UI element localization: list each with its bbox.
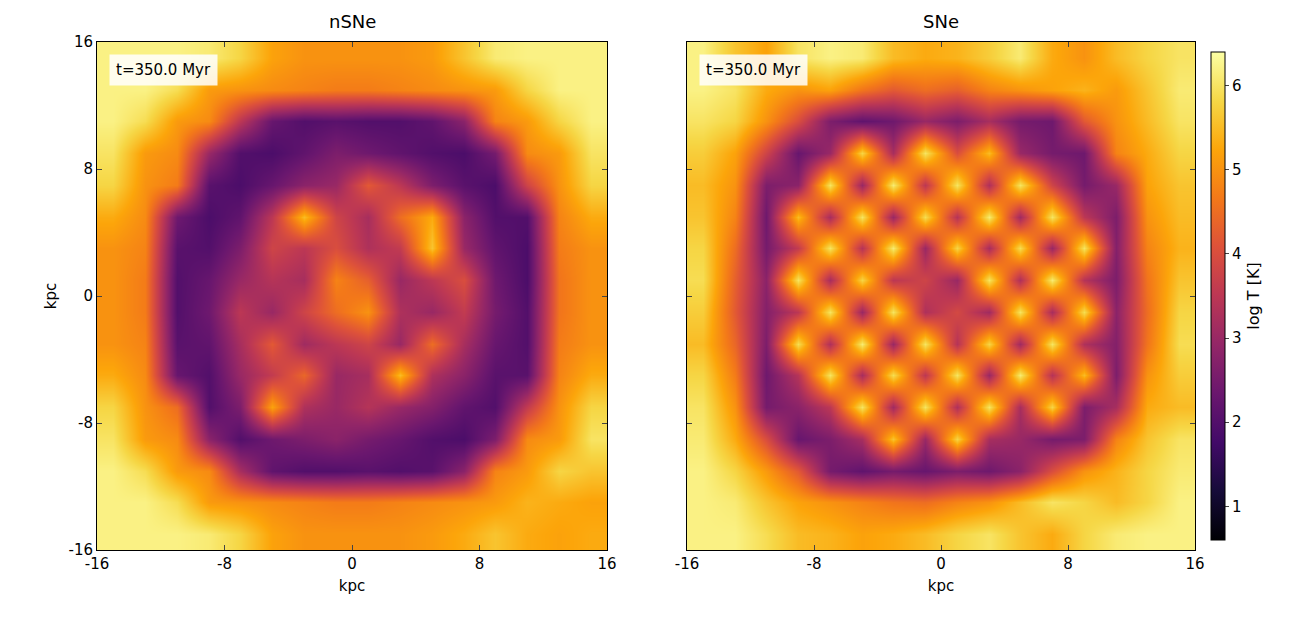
svg-text:kpc: kpc	[928, 577, 954, 595]
svg-text:1: 1	[1232, 498, 1242, 516]
svg-text:-16: -16	[85, 555, 110, 573]
svg-text:-16: -16	[675, 555, 700, 573]
svg-text:kpc: kpc	[42, 283, 60, 309]
svg-text:8: 8	[475, 555, 485, 573]
svg-text:t=350.0 Myr: t=350.0 Myr	[116, 61, 211, 79]
svg-text:-8: -8	[78, 414, 93, 432]
svg-text:5: 5	[1232, 161, 1242, 179]
svg-text:0: 0	[83, 287, 93, 305]
svg-text:0: 0	[936, 555, 946, 573]
svg-text:16: 16	[74, 33, 93, 51]
svg-text:16: 16	[597, 555, 616, 573]
svg-text:-8: -8	[807, 555, 822, 573]
svg-text:16: 16	[1185, 555, 1204, 573]
svg-text:nSNe: nSNe	[329, 11, 376, 32]
svg-text:8: 8	[1063, 555, 1073, 573]
svg-text:0: 0	[347, 555, 357, 573]
svg-text:6: 6	[1232, 77, 1242, 95]
svg-text:4: 4	[1232, 245, 1242, 263]
svg-text:2: 2	[1232, 413, 1242, 431]
svg-text:SNe: SNe	[923, 11, 959, 32]
svg-text:kpc: kpc	[339, 577, 365, 595]
svg-text:log T [K]: log T [K]	[1244, 262, 1263, 329]
svg-text:-8: -8	[217, 555, 232, 573]
svg-text:-16: -16	[69, 541, 94, 559]
svg-text:3: 3	[1232, 329, 1242, 347]
svg-text:t=350.0 Myr: t=350.0 Myr	[706, 61, 801, 79]
svg-text:8: 8	[83, 160, 93, 178]
